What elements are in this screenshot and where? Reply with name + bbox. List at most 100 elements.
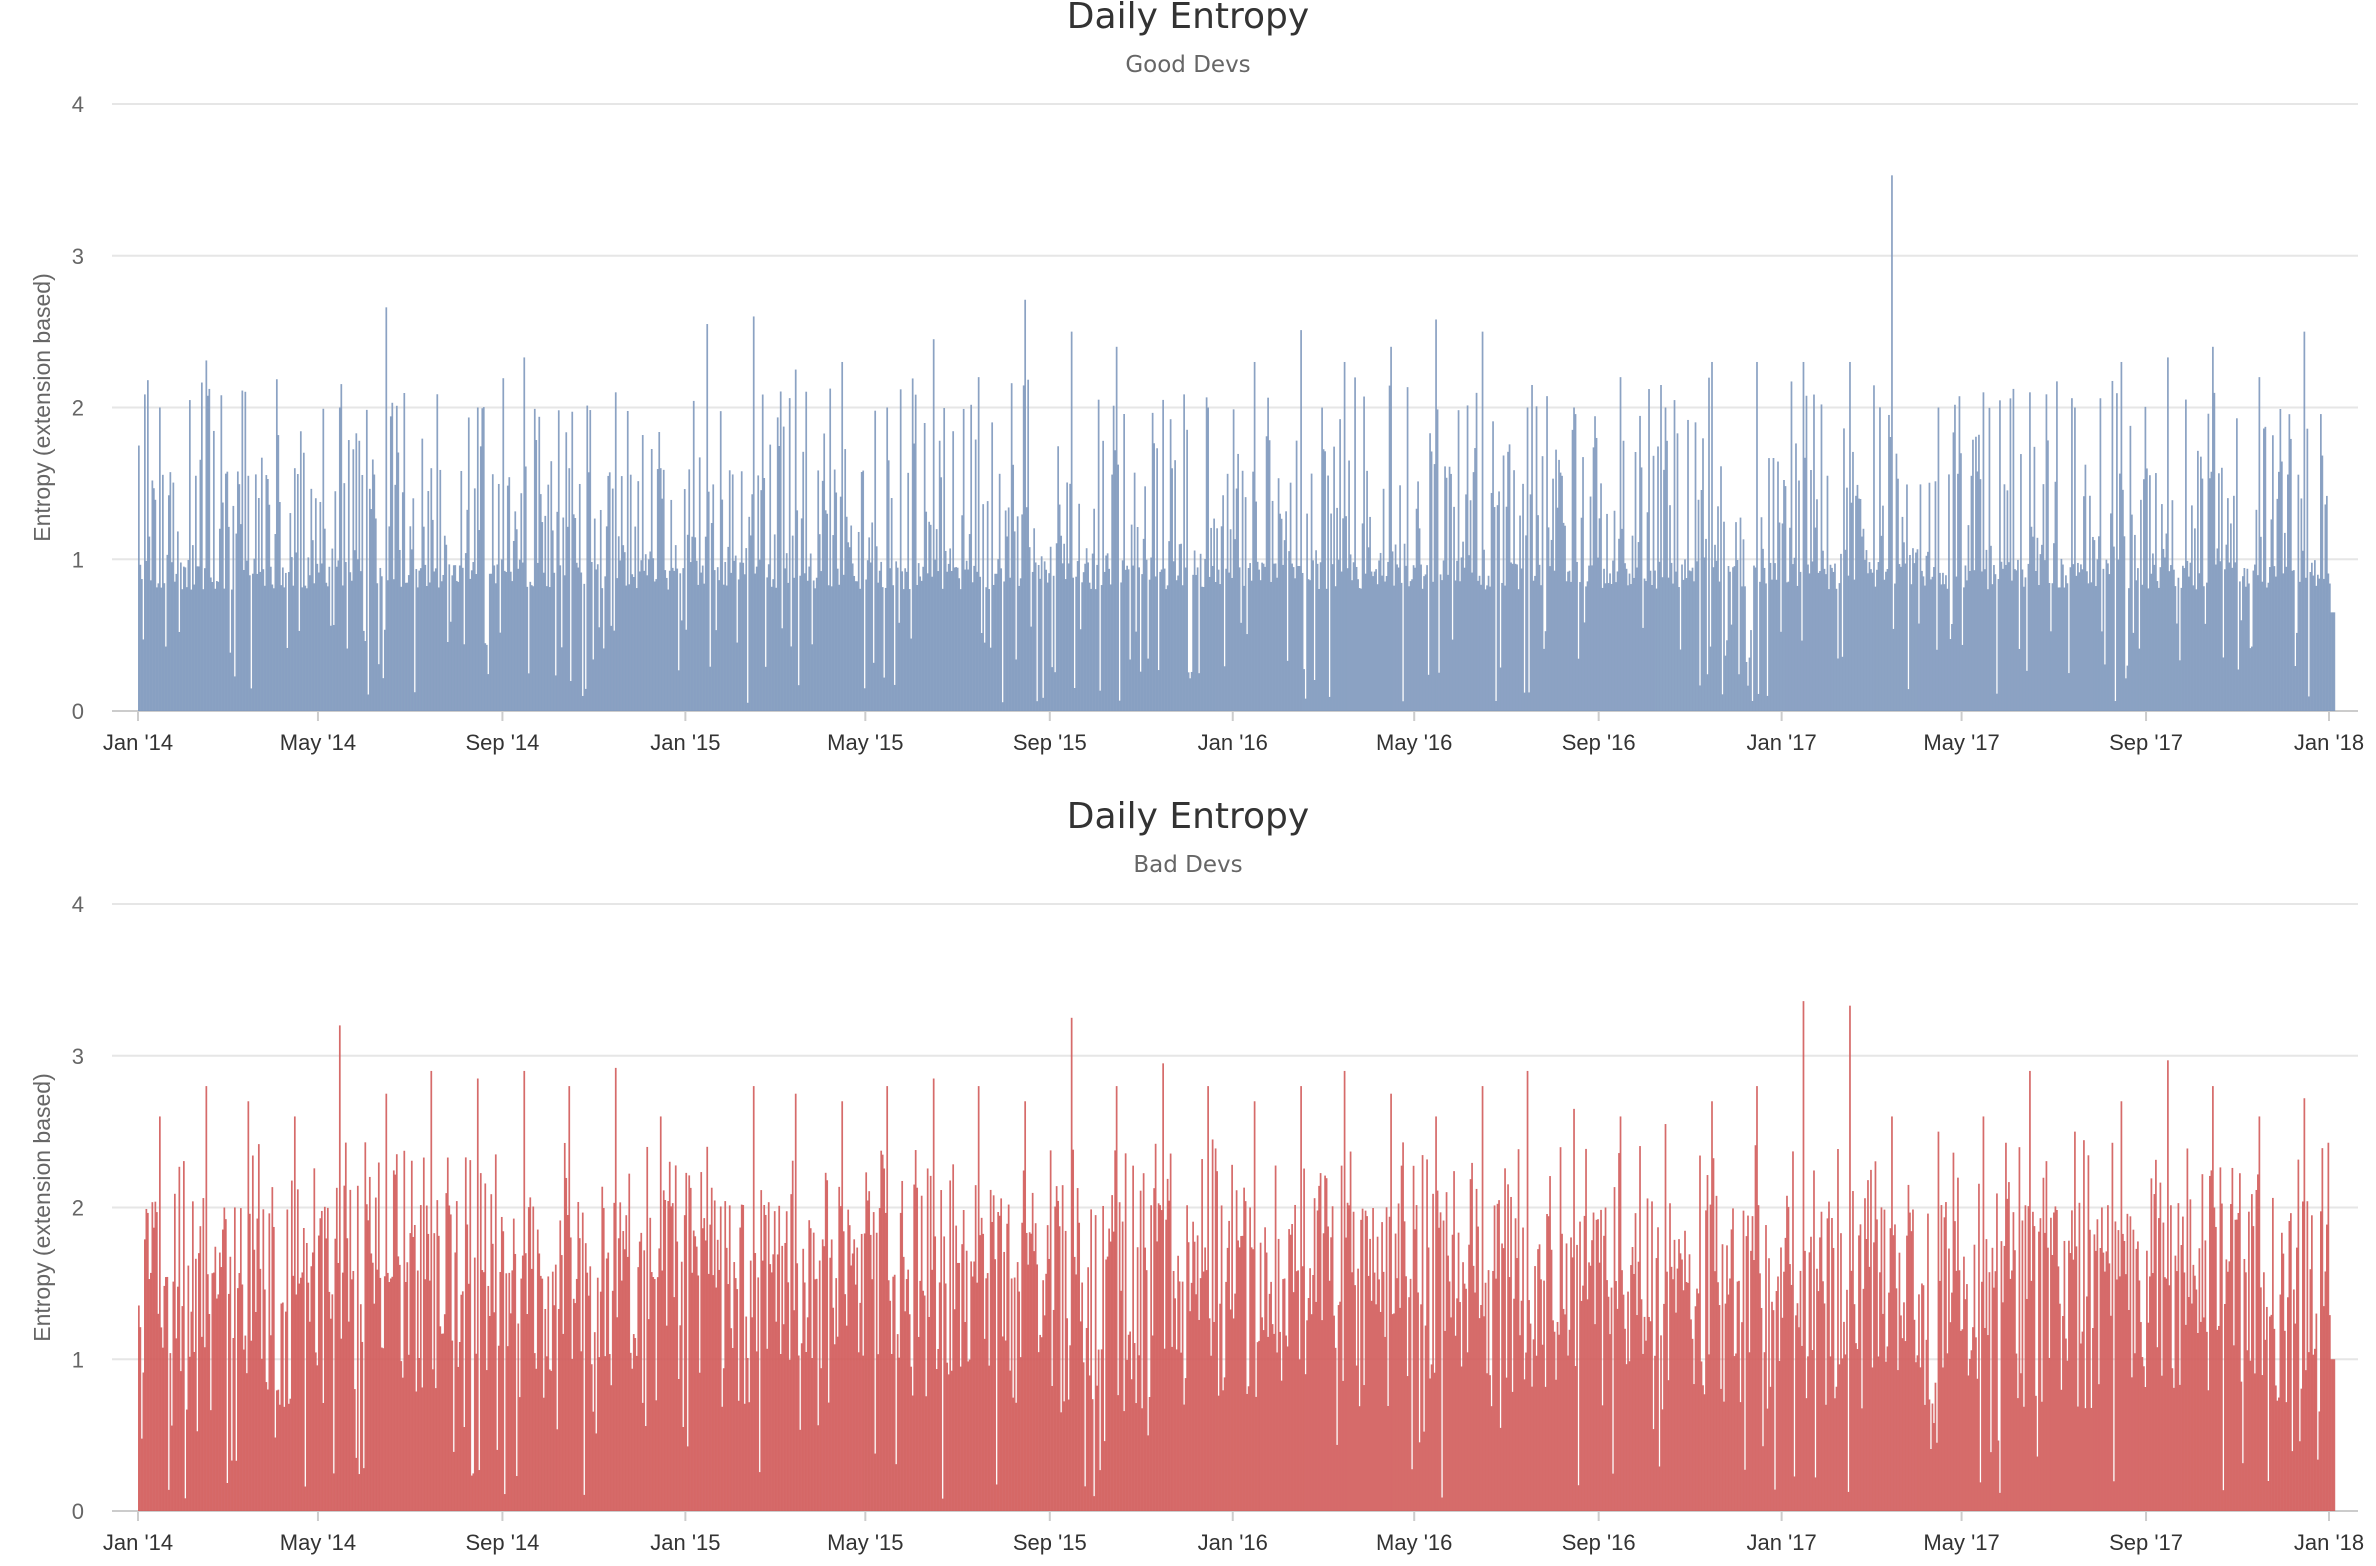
bar[interactable] xyxy=(1469,1179,1472,1511)
bar[interactable] xyxy=(301,587,304,711)
bar[interactable] xyxy=(1753,565,1755,711)
bar[interactable] xyxy=(1013,1277,1016,1511)
bar[interactable] xyxy=(2018,1147,2021,1511)
bar[interactable] xyxy=(592,1411,595,1511)
bar[interactable] xyxy=(1643,1316,1646,1511)
bar[interactable] xyxy=(260,1358,263,1511)
bar[interactable] xyxy=(508,477,511,711)
bar[interactable] xyxy=(1168,541,1170,711)
bar[interactable] xyxy=(1582,457,1584,711)
bar[interactable] xyxy=(1267,397,1269,711)
bar[interactable] xyxy=(982,1233,985,1511)
bar[interactable] xyxy=(580,572,583,711)
bar[interactable] xyxy=(2246,1350,2249,1511)
bar[interactable] xyxy=(2039,554,2042,711)
bar[interactable] xyxy=(497,1345,500,1511)
bar[interactable] xyxy=(881,587,884,711)
bar[interactable] xyxy=(464,553,467,711)
bar[interactable] xyxy=(2087,583,2090,711)
bar[interactable] xyxy=(535,1368,538,1511)
bar[interactable] xyxy=(541,1278,544,1511)
bar[interactable] xyxy=(1052,575,1055,711)
bar[interactable] xyxy=(263,585,266,711)
bar[interactable] xyxy=(2252,1226,2255,1511)
bar[interactable] xyxy=(1210,527,1212,711)
bar[interactable] xyxy=(1529,1323,1532,1511)
bar[interactable] xyxy=(145,560,148,711)
bar[interactable] xyxy=(2207,413,2210,711)
bar[interactable] xyxy=(2158,1218,2160,1511)
bar[interactable] xyxy=(280,585,283,711)
bar[interactable] xyxy=(2227,1271,2229,1511)
bar[interactable] xyxy=(1004,1340,1007,1511)
bar[interactable] xyxy=(997,1212,1000,1511)
bar[interactable] xyxy=(955,567,958,711)
bar[interactable] xyxy=(866,1200,869,1511)
bar[interactable] xyxy=(1073,688,1076,711)
bar[interactable] xyxy=(1955,576,1958,711)
bar[interactable] xyxy=(841,361,844,711)
bar[interactable] xyxy=(214,1246,217,1511)
bar[interactable] xyxy=(138,1305,140,1511)
bar[interactable] xyxy=(1153,1188,1155,1511)
bar[interactable] xyxy=(1285,511,1287,711)
bar[interactable] xyxy=(1702,438,1704,711)
bar[interactable] xyxy=(1579,582,1581,711)
bar[interactable] xyxy=(364,1142,367,1511)
bar[interactable] xyxy=(1606,1280,1608,1511)
bar[interactable] xyxy=(1057,446,1060,711)
bar[interactable] xyxy=(1172,561,1175,711)
bar[interactable] xyxy=(241,390,244,711)
bar[interactable] xyxy=(1768,1258,1770,1511)
bar[interactable] xyxy=(1117,1395,1119,1511)
bar[interactable] xyxy=(1120,582,1122,711)
bar[interactable] xyxy=(331,548,334,711)
bar[interactable] xyxy=(1658,1466,1661,1511)
bar[interactable] xyxy=(1504,585,1506,711)
bar[interactable] xyxy=(1264,566,1266,711)
bar[interactable] xyxy=(1945,1202,1947,1511)
bar[interactable] xyxy=(734,1278,737,1511)
bar[interactable] xyxy=(1370,1300,1373,1511)
bar[interactable] xyxy=(1865,1239,1868,1511)
bar[interactable] xyxy=(928,521,931,711)
bar[interactable] xyxy=(368,1176,371,1511)
bar[interactable] xyxy=(1132,565,1134,711)
bar[interactable] xyxy=(469,1160,472,1511)
bar[interactable] xyxy=(509,1313,512,1511)
bar[interactable] xyxy=(2143,1366,2145,1511)
bar[interactable] xyxy=(1589,1265,1592,1511)
bar[interactable] xyxy=(1006,536,1009,711)
bar[interactable] xyxy=(625,1215,628,1511)
bar[interactable] xyxy=(1631,1247,1634,1511)
bar[interactable] xyxy=(1841,1358,1844,1511)
bar[interactable] xyxy=(1828,589,1830,711)
bar[interactable] xyxy=(1028,547,1031,711)
bar[interactable] xyxy=(2242,576,2244,711)
bar[interactable] xyxy=(649,551,652,711)
bar[interactable] xyxy=(590,562,593,711)
bar[interactable] xyxy=(2131,514,2133,711)
bar[interactable] xyxy=(1753,1260,1755,1511)
bar[interactable] xyxy=(584,688,587,711)
bar[interactable] xyxy=(2155,473,2157,711)
bar[interactable] xyxy=(424,564,427,711)
bar[interactable] xyxy=(2183,1272,2186,1511)
bar[interactable] xyxy=(1699,685,1701,711)
bar[interactable] xyxy=(1225,1281,1227,1511)
bar[interactable] xyxy=(2182,565,2184,711)
bar[interactable] xyxy=(944,1283,947,1511)
bar[interactable] xyxy=(2153,1194,2156,1511)
bar[interactable] xyxy=(1229,529,1232,711)
bar[interactable] xyxy=(2086,571,2088,711)
bar[interactable] xyxy=(613,630,616,711)
bar[interactable] xyxy=(2090,582,2093,711)
bar[interactable] xyxy=(1675,1312,1677,1511)
bar[interactable] xyxy=(151,480,154,711)
bar[interactable] xyxy=(1372,576,1374,711)
bar[interactable] xyxy=(2072,1259,2075,1511)
bar[interactable] xyxy=(556,1429,559,1511)
bar[interactable] xyxy=(1807,1356,1809,1511)
bar[interactable] xyxy=(2092,536,2094,711)
bar[interactable] xyxy=(428,582,431,711)
